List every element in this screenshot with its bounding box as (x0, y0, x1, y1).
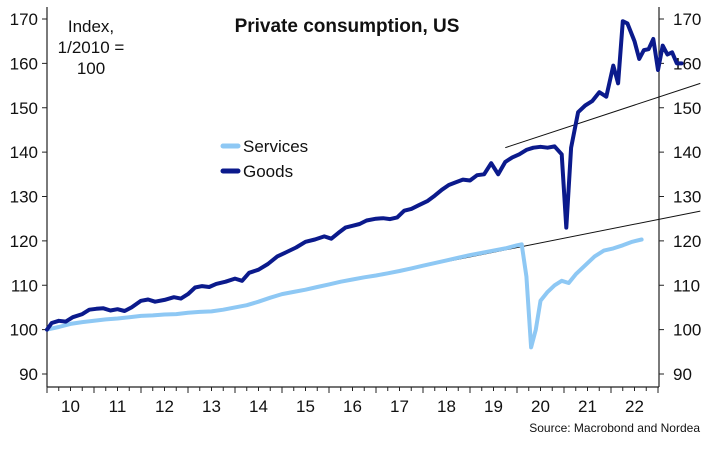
chart-title: Private consumption, US (235, 16, 460, 37)
y-tick-label-left: 150 (10, 99, 38, 118)
series-lines (45, 19, 684, 350)
x-tick-label: 18 (437, 397, 456, 416)
x-tick-label: 13 (202, 397, 221, 416)
trend-lines (387, 82, 701, 274)
y-tick-label-right: 160 (673, 54, 701, 73)
y-tick-label-right: 170 (673, 10, 701, 29)
series-line-services (45, 237, 644, 350)
x-tick-label: 17 (390, 397, 409, 416)
index-note-line: 1/2010 = (58, 38, 125, 57)
y-tick-label-left: 120 (10, 232, 38, 251)
y-tick-label-right: 90 (673, 365, 692, 384)
y-tick-label-right: 110 (673, 276, 700, 295)
x-tick-label: 20 (531, 397, 550, 416)
index-note-line: 100 (77, 59, 105, 78)
y-tick-label-left: 90 (19, 365, 38, 384)
axes: 90 90 100 100 110 110 120 120 130 130 140 140 150 150… (10, 7, 701, 416)
y-tick-label-left: 160 (10, 54, 38, 73)
y-tick-label-left: 130 (10, 188, 38, 207)
y-tick-label-left: 140 (10, 143, 38, 162)
x-tick-label: 12 (155, 397, 174, 416)
x-tick-label: 21 (578, 397, 597, 416)
x-tick-label: 14 (249, 397, 268, 416)
y-tick-label-right: 150 (673, 99, 701, 118)
y-tick-label-right: 100 (673, 321, 701, 340)
legend-label-services: Services (243, 137, 308, 156)
y-tick-label-left: 110 (11, 276, 38, 295)
trend-line-1 (505, 82, 701, 149)
y-tick-label-right: 120 (673, 232, 701, 251)
y-tick-label-left: 100 (10, 321, 38, 340)
index-note-line: Index, (68, 17, 114, 36)
chart-labels: Private consumption, US Index, 1/2010 = 100… (58, 16, 701, 435)
x-tick-label: 15 (296, 397, 315, 416)
x-tick-label: 22 (625, 397, 644, 416)
source-note: Source: Macrobond and Nordea (529, 421, 700, 435)
legend-label-goods: Goods (243, 162, 293, 181)
y-tick-label-right: 130 (673, 188, 701, 207)
series-line-goods (45, 19, 684, 332)
x-tick-label: 10 (61, 397, 80, 416)
x-tick-label: 19 (484, 397, 503, 416)
x-tick-label: 11 (109, 397, 127, 416)
y-tick-label-right: 140 (673, 143, 701, 162)
x-tick-label: 16 (343, 397, 362, 416)
y-tick-label-left: 170 (10, 10, 38, 29)
